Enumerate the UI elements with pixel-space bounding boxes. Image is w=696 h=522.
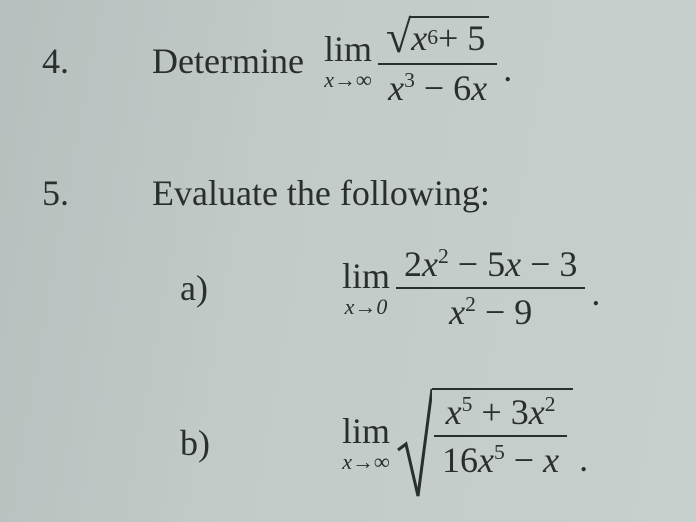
problem-number: 5.	[0, 172, 152, 214]
problem-5a-row: a) lim x→0 2x2 − 5x − 3 x2 − 9 .	[0, 244, 600, 332]
lim-word: lim	[324, 31, 372, 67]
surd-symbol: √	[386, 16, 411, 57]
lim-subscript: x→0	[345, 296, 388, 318]
lim-subscript: x→∞	[342, 451, 389, 473]
trailing-period: .	[579, 438, 588, 498]
page: 4. Determine lim x→∞ √ x6 + 5 x3 − 6x . …	[0, 0, 696, 522]
fraction: √ x6 + 5 x3 − 6x	[378, 14, 497, 108]
radicand: x6 + 5	[409, 16, 489, 57]
part-label: a)	[0, 267, 340, 309]
fraction-bar	[396, 287, 585, 289]
radicand: x5 + 3x2 16x5 − x	[432, 388, 573, 498]
limit-operator: lim x→∞	[342, 413, 390, 473]
problem-4-prompt: Determine	[152, 40, 322, 82]
numerator: x5 + 3x2	[438, 392, 564, 432]
lim-word: lim	[342, 413, 390, 449]
problem-5b-row: b) lim x→∞ x5 + 3x2 16x5 − x .	[0, 388, 588, 498]
problem-4-row: 4. Determine lim x→∞ √ x6 + 5 x3 − 6x .	[0, 14, 512, 108]
problem-number: 4.	[0, 40, 152, 82]
big-radical: x5 + 3x2 16x5 − x	[396, 388, 573, 498]
prompt-text: Determine	[152, 41, 304, 81]
denominator: x3 − 6x	[380, 68, 495, 108]
numerator: 2x2 − 5x − 3	[396, 244, 585, 284]
lim-subscript: x→∞	[324, 69, 371, 91]
lim-word: lim	[342, 258, 390, 294]
fraction: 2x2 − 5x − 3 x2 − 9	[396, 244, 585, 332]
limit-operator: lim x→0	[342, 258, 390, 318]
fraction: x5 + 3x2 16x5 − x	[434, 392, 567, 480]
denominator: 16x5 − x	[434, 440, 567, 480]
problem-5-row: 5. Evaluate the following:	[0, 172, 490, 214]
trailing-period: .	[591, 272, 600, 332]
problem-5-prompt: Evaluate the following:	[152, 172, 490, 214]
part-label: b)	[0, 422, 340, 464]
radical: √ x6 + 5	[386, 16, 489, 57]
trailing-colon: :	[480, 173, 490, 213]
fraction-bar	[378, 63, 497, 65]
denominator: x2 − 9	[441, 292, 540, 332]
limit-operator: lim x→∞	[324, 31, 372, 91]
trailing-period: .	[503, 48, 512, 108]
fraction-bar	[434, 435, 567, 437]
prompt-text: Evaluate the following	[152, 173, 480, 213]
numerator: √ x6 + 5	[378, 14, 497, 60]
surd-symbol	[396, 388, 432, 498]
